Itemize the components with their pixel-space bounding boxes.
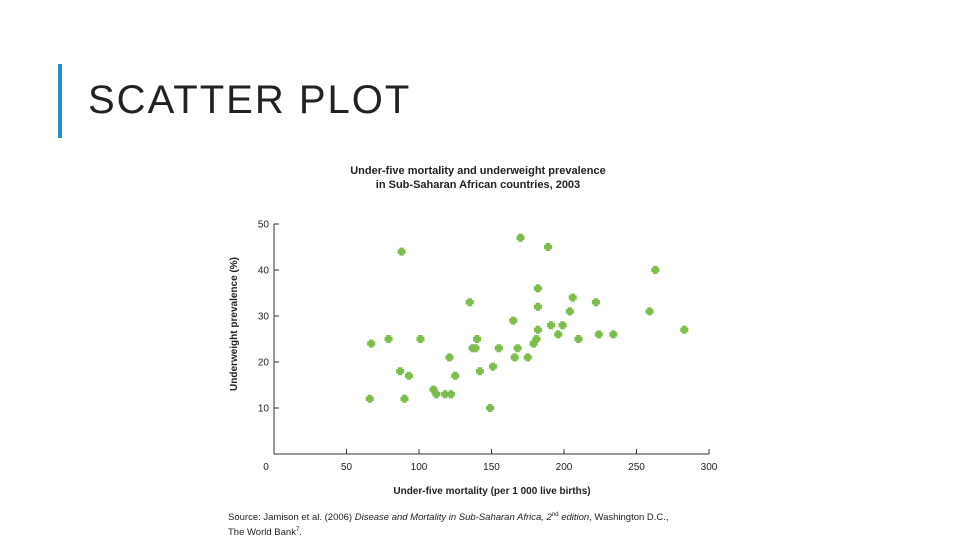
data-points [365,233,689,412]
x-axis-ticks: 0 50 100 150 200 250 300 [263,449,718,473]
chart-title: Under-five mortality and underweight pre… [300,164,656,192]
x-tick-label: 250 [628,462,645,473]
data-point [533,302,542,311]
source-publisher: The World Bank [228,527,296,539]
data-point [554,330,563,339]
x-tick-label: 150 [483,462,500,473]
data-point [558,321,567,330]
source-note: Source: Jamison et al. (2006) Disease an… [228,509,748,539]
data-point [432,390,441,399]
data-point [516,233,525,242]
data-point [475,367,484,376]
y-tick-label: 20 [258,358,270,369]
x-tick-label: 300 [701,462,718,473]
x-tick-label: 50 [341,462,353,473]
data-point [473,335,481,343]
slide-title: SCATTER PLOT [88,78,412,122]
source-ordinal: nd [551,512,559,518]
data-point [609,330,618,339]
data-point [533,284,542,293]
x-tick-label: 200 [556,462,573,473]
data-point [384,335,393,343]
data-point [400,394,409,403]
y-axis-label: Underweight prevalence (%) [229,257,240,391]
data-point [509,316,518,325]
x-tick-label: 0 [263,462,269,473]
source-ref-number: 7 [295,527,300,534]
data-point [546,321,555,330]
x-axis-label: Under-five mortality (per 1 000 live bir… [393,486,590,497]
y-tick-label: 40 [258,266,270,277]
data-point [488,362,497,371]
data-point [594,330,603,339]
data-point [645,307,654,316]
data-point [397,247,406,256]
data-point [568,293,577,302]
data-point [544,243,553,251]
chart-title-line-1: Under-five mortality and underweight pre… [350,165,606,177]
x-tick-label: 100 [411,462,428,473]
source-book-title: Disease and Mortality in Sub-Saharan Afr… [354,512,552,524]
y-axis-ticks: 10 20 30 40 50 [258,220,279,415]
data-point [471,344,480,353]
title-accent-bar [58,64,62,138]
source-prefix: Source: Jamison et al. (2006) [228,512,355,524]
y-tick-label: 30 [258,312,270,323]
source-edition: edition [558,512,590,524]
data-point [523,353,532,362]
data-point [416,335,425,343]
data-point [510,353,519,362]
data-point [651,266,660,274]
data-point [533,325,542,334]
chart-title-line-2: in Sub-Saharan African countries, 2003 [375,179,581,191]
data-point [404,371,413,380]
data-point [574,335,583,343]
data-point [446,390,455,399]
data-point [532,335,541,343]
data-point [451,371,460,380]
source-end: . [299,527,302,539]
data-point [494,344,503,353]
source-place: , Washington D.C., [589,512,669,524]
data-point [367,339,376,348]
data-point [680,325,689,334]
data-point [365,394,374,403]
data-point [486,404,495,412]
data-point [513,344,522,353]
data-point [591,298,600,307]
y-tick-label: 10 [258,404,270,415]
data-point [396,367,405,376]
data-point [565,307,574,316]
data-point [445,353,454,362]
data-point [465,298,474,307]
y-tick-label: 50 [258,220,270,231]
